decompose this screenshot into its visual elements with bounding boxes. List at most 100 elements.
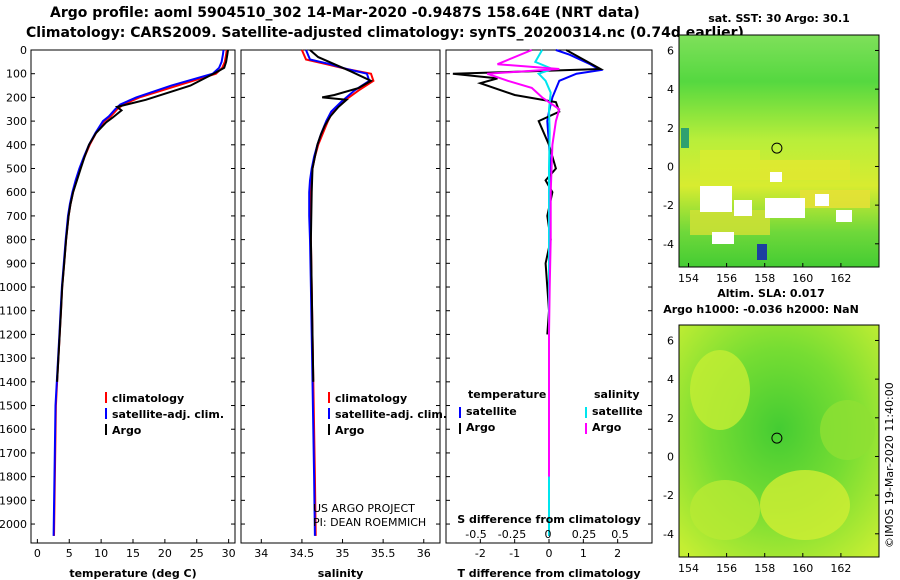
salinity-xtick-label: 35	[336, 547, 350, 560]
depth-tick-label: 1500	[0, 400, 27, 413]
depth-tick-label: 300	[6, 115, 27, 128]
depth-tick-label: 100	[6, 68, 27, 81]
depth-tick-label: 200	[6, 91, 27, 104]
salinity-series-line	[309, 49, 374, 382]
sla_map-xtick-label: 156	[716, 562, 737, 575]
sst-cold-patch	[681, 128, 689, 148]
legend-salinity-header: salinity	[594, 388, 640, 401]
sst_map-ytick-label: 6	[667, 44, 674, 57]
difference-panel: -2 -1 0 1 2 T difference from climatology temp…	[445, 49, 653, 580]
depth-tick-label: 400	[6, 139, 27, 152]
depth-tick-label: 0	[20, 44, 27, 57]
depth-tick-label: 1200	[0, 328, 27, 341]
sla-map-title: Altim. SLA: 0.017	[717, 287, 824, 300]
sst-cloud-gap	[712, 232, 734, 244]
salinity-xtick-label: 35.5	[371, 547, 396, 560]
credit-text: US ARGO PROJECT	[313, 502, 415, 515]
difference-xtick-label: -2	[475, 547, 486, 560]
difference-xtick-label: 0	[546, 547, 553, 560]
sst_map-xtick-label: 154	[678, 272, 699, 285]
difference-series-line	[452, 49, 605, 335]
depth-tick-label: 800	[6, 234, 27, 247]
sla_map-ytick-label: 2	[667, 412, 674, 425]
salinity-xtick-label: 36	[417, 547, 431, 560]
sst_map-frame	[678, 34, 880, 268]
temperature-xtick-label: 10	[94, 547, 108, 560]
difference-xlabel: T difference from climatology	[457, 567, 640, 580]
sst-warm-patch	[760, 160, 850, 180]
salinity-xtick-label: 34.5	[290, 547, 315, 560]
temperature-legend-label: climatology	[112, 392, 184, 405]
legend-s-argo-label: Argo	[592, 421, 622, 434]
depth-tick-label: 1700	[0, 447, 27, 460]
legend-s-sat-label: satellite	[592, 405, 643, 418]
sst_map-xtick-label: 160	[792, 272, 813, 285]
depth-tick-label: 2000	[0, 518, 27, 531]
sst-cloud-gap	[836, 210, 852, 222]
sst-cloud-gap	[815, 194, 829, 206]
temperature-xtick-label: 20	[158, 547, 172, 560]
depth-tick-label: 1000	[0, 281, 27, 294]
temperature-xtick-label: 25	[190, 547, 204, 560]
temperature-legend-label: satellite-adj. clim.	[112, 408, 224, 421]
temperature-xtick-label: 15	[126, 547, 140, 560]
sla_map-xtick-label: 154	[678, 562, 699, 575]
difference-xtick2-label: 0.5	[611, 528, 629, 541]
sla_map-ytick-label: -4	[663, 528, 674, 541]
sst-cold-patch	[757, 244, 767, 260]
salinity-xtick-label: 34	[254, 547, 268, 560]
salinity-frame	[240, 49, 441, 544]
sst_map-ytick-label: -4	[663, 238, 674, 251]
sst_map-xtick-label: 158	[754, 272, 775, 285]
sla_map-xtick-label: 160	[792, 562, 813, 575]
difference-xtick2-label: 0	[545, 528, 552, 541]
header-line-1: Argo profile: aoml 5904510_302 14-Mar-20…	[50, 5, 640, 21]
salinity-legend-label: climatology	[335, 392, 407, 405]
sla_map-xtick-label: 162	[830, 562, 851, 575]
sla_map-ytick-label: 4	[667, 373, 674, 386]
sla_map-xtick-label: 158	[754, 562, 775, 575]
credit-text: PI: DEAN ROEMMICH	[313, 516, 426, 529]
temperature-legend-label: Argo	[112, 424, 142, 437]
temperature-panel: 0100200300400500600700800900100011001200…	[0, 44, 236, 580]
sst-warm-patch	[800, 190, 870, 208]
sst-warm-patch	[700, 150, 760, 180]
temperature-xlabel: temperature (deg C)	[69, 567, 196, 580]
sst_map-ytick-label: 2	[667, 122, 674, 135]
sla_map-ytick-label: -2	[663, 489, 674, 502]
argo-position-marker	[771, 432, 783, 444]
depth-tick-label: 700	[6, 210, 27, 223]
salinity-xlabel: salinity	[318, 567, 364, 580]
temperature-series-line	[52, 49, 225, 536]
sst-cloud-gap	[770, 172, 782, 182]
difference-series-line	[486, 49, 561, 477]
sla-anomaly-patch	[690, 480, 760, 540]
salinity-legend-label: satellite-adj. clim.	[335, 408, 447, 421]
temperature-series-line	[53, 49, 228, 536]
sst-cloud-gap	[700, 186, 732, 212]
sst_map-xtick-label: 156	[716, 272, 737, 285]
salinity-panel: 34 34.5 35 35.5 36 salinity climatology satelli…	[240, 49, 447, 580]
sst_map-ytick-label: 0	[667, 160, 674, 173]
depth-tick-label: 500	[6, 163, 27, 176]
difference-xlabel2: S difference from climatology	[457, 513, 641, 526]
temperature-xtick-label: 30	[222, 547, 236, 560]
depth-tick-label: 900	[6, 257, 27, 270]
sst_map-ytick-label: 4	[667, 83, 674, 96]
argo-position-marker	[771, 142, 783, 154]
sst-cloud-gap	[765, 198, 805, 218]
sst-map-title: sat. SST: 30 Argo: 30.1	[708, 12, 850, 25]
legend-t-argo-label: Argo	[466, 421, 496, 434]
sst_map-xtick-label: 162	[830, 272, 851, 285]
imos-stamp: ©IMOS 19-Mar-2020 11:40:00	[883, 382, 896, 548]
sla-anomaly-patch	[760, 470, 850, 540]
sla_map: 154 156 158 160 162 6 4 2 0 -2 -4 Altim. SLA: 0.017…	[663, 287, 880, 575]
sla-anomaly-patch	[820, 400, 875, 460]
sst-warm-patch	[690, 210, 770, 235]
depth-tick-label: 1100	[0, 305, 27, 318]
legend-t-sat-label: satellite	[466, 405, 517, 418]
sst-cloud-gap	[734, 200, 752, 216]
depth-tick-label: 1600	[0, 423, 27, 436]
difference-xtick2-label: -0.5	[465, 528, 486, 541]
depth-tick-label: 1800	[0, 471, 27, 484]
